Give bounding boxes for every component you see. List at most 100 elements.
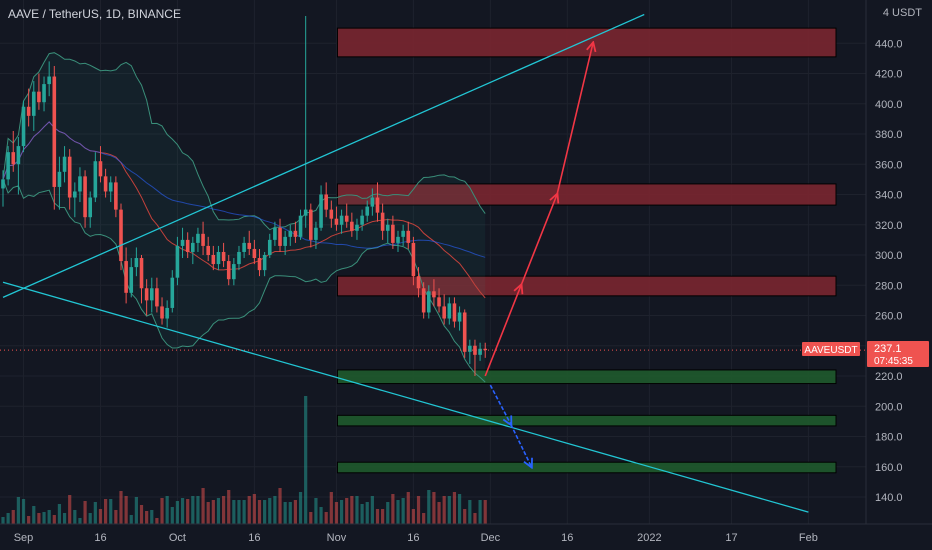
candle	[355, 224, 359, 231]
candle	[468, 345, 472, 352]
volume-bar	[21, 499, 26, 524]
volume-bar	[180, 498, 185, 524]
volume-bar	[401, 498, 405, 524]
candle	[237, 251, 241, 265]
volume-bar	[263, 500, 267, 524]
x-tick-label: 16	[248, 532, 260, 544]
y-tick-label: 200.0	[875, 401, 903, 413]
candle	[73, 191, 77, 198]
volume-bar	[11, 510, 15, 524]
arrow-up	[520, 195, 557, 286]
candle	[278, 227, 282, 246]
candle	[129, 267, 134, 293]
candle	[329, 209, 334, 219]
trendline	[2, 281, 809, 513]
candle	[298, 215, 303, 237]
support-zone	[336, 414, 837, 427]
candle	[339, 215, 344, 225]
volume-bar	[345, 498, 349, 524]
x-tick-label: 16	[94, 532, 106, 544]
volume-bar	[406, 492, 410, 524]
volume-bar	[257, 500, 262, 524]
candle	[421, 288, 426, 313]
candle	[6, 152, 10, 180]
candle	[88, 197, 93, 218]
volume-bar	[463, 509, 467, 524]
candle	[16, 146, 21, 165]
volume-bar	[339, 500, 344, 524]
candle	[149, 288, 154, 301]
volume-bar	[432, 492, 436, 524]
candle	[206, 245, 210, 255]
candle	[267, 239, 272, 255]
time-axis[interactable]: Sep 16 Oct 16 Nov 16 Dec 16 2022 17 Feb	[14, 532, 818, 544]
moving-average	[2, 121, 486, 258]
volume-bar	[191, 496, 195, 524]
volume-bar	[334, 502, 339, 524]
volume-bar	[232, 500, 236, 524]
volume-bar	[293, 500, 298, 524]
candle	[457, 312, 462, 322]
candle	[201, 233, 205, 246]
candle	[432, 291, 436, 298]
candle	[11, 152, 16, 165]
candle	[411, 242, 416, 277]
volume-bar	[355, 496, 359, 524]
volume-bar	[206, 502, 210, 524]
y-tick-label: 180.0	[875, 432, 903, 444]
candle	[170, 277, 175, 308]
candle	[180, 239, 185, 246]
symbol-title[interactable]: AAVE / TetherUS, 1D, BINANCE	[8, 7, 181, 21]
x-tick-label: 2022	[637, 532, 661, 544]
volume-bar	[124, 496, 128, 524]
candle	[293, 230, 298, 237]
volume-bar	[134, 497, 138, 524]
volume-bar	[447, 496, 451, 524]
volume-bar	[247, 496, 251, 524]
volume-bar	[114, 510, 118, 524]
volume-bar	[52, 515, 56, 524]
y-tick-label: 340.0	[875, 190, 903, 202]
candle	[31, 91, 36, 116]
volume-bar	[268, 498, 272, 524]
y-tick-label: 260.0	[875, 311, 903, 323]
candle	[360, 215, 364, 225]
volume-bar	[57, 504, 62, 524]
volume-bar	[452, 492, 457, 524]
y-tick-label: 300.0	[875, 250, 903, 262]
volume-bar	[483, 500, 487, 524]
resistance-zone	[336, 183, 837, 206]
candle	[139, 258, 144, 289]
candle	[365, 206, 370, 216]
candle	[375, 197, 380, 213]
volume-bar	[478, 500, 482, 524]
volume-bar	[42, 512, 46, 524]
price-tag: 237.1	[874, 343, 902, 355]
currency-label[interactable]: 4 USDT	[882, 7, 922, 19]
candle	[221, 251, 226, 262]
volume-bar	[16, 497, 20, 524]
candle	[396, 236, 400, 243]
arrow-up	[556, 43, 593, 195]
candle	[196, 233, 200, 243]
volume-bar	[396, 500, 400, 524]
candle	[473, 345, 477, 355]
x-tick-label: Oct	[169, 532, 186, 544]
y-tick-label: 420.0	[875, 69, 903, 81]
arrow-up	[484, 285, 521, 377]
candle	[191, 242, 195, 252]
y-tick-label: 280.0	[875, 280, 903, 292]
x-tick-label: Nov	[327, 532, 347, 544]
volume-bars	[1, 396, 487, 524]
candle	[114, 182, 118, 210]
volume-bar	[288, 502, 292, 524]
symbol-tag: AAVEUSDT	[804, 345, 857, 356]
candle	[93, 161, 98, 198]
volume-bar	[32, 506, 36, 524]
volume-bar	[298, 492, 303, 524]
volume-bar	[391, 494, 395, 524]
candle	[232, 264, 236, 280]
candle	[21, 106, 26, 147]
candle	[437, 297, 441, 307]
